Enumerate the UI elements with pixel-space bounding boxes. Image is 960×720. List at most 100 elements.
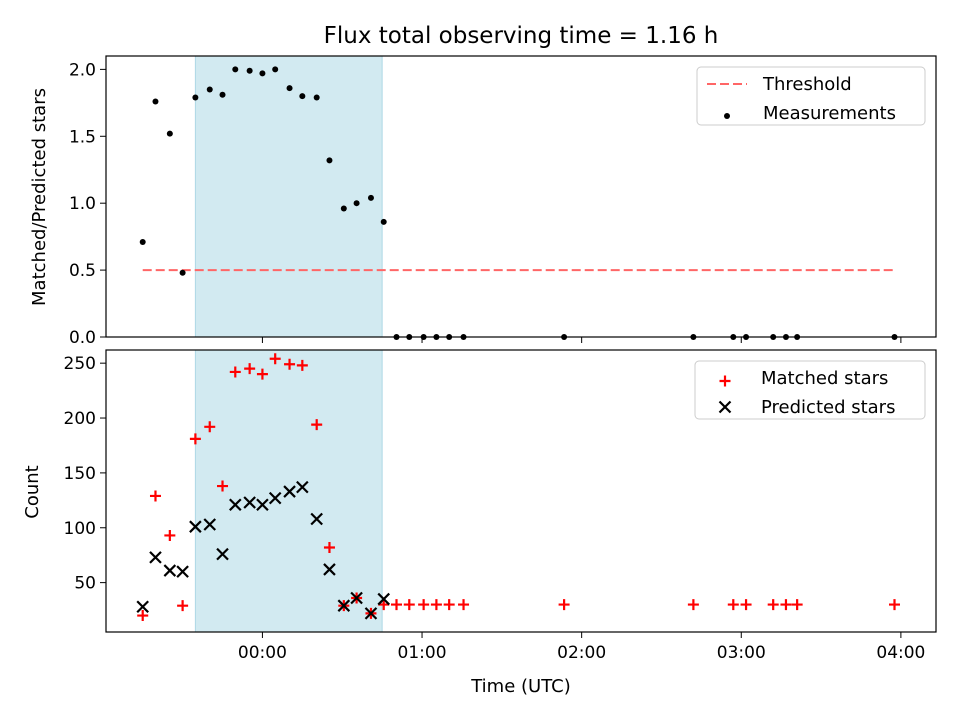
- predicted-star-point: [364, 607, 378, 620]
- measurement-point: [152, 98, 159, 105]
- legend-label: Threshold: [762, 74, 852, 95]
- predicted-star-point: [268, 491, 282, 505]
- matched-star-point: [149, 490, 161, 502]
- matched-star-point: [889, 599, 900, 611]
- legend-label: Matched stars: [761, 368, 888, 389]
- predicted-star-point: [323, 563, 336, 576]
- predicted-star-point: [163, 564, 177, 577]
- matched-star-point: [740, 599, 752, 611]
- predicted-star-point: [350, 591, 363, 605]
- predicted-star-point: [296, 480, 309, 494]
- matched-star-point: [378, 599, 390, 611]
- matched-star-point: [403, 599, 415, 611]
- matched-star-point: [558, 599, 570, 611]
- measurement-point: [326, 157, 333, 164]
- matched-star-point: [430, 599, 442, 611]
- axes-frame: [105, 349, 937, 633]
- chart-title: Flux total observing time = 1.16 h: [324, 23, 719, 49]
- measurement-point: [380, 218, 387, 225]
- y-tick-label: 250: [64, 354, 96, 374]
- top-y-axis-label: Matched/Predicted stars: [29, 88, 50, 306]
- matched-star-point: [269, 353, 281, 365]
- measurement-point: [179, 269, 186, 276]
- x-tick-label: 00:00: [238, 643, 287, 663]
- y-tick-label: 0.5: [69, 261, 96, 281]
- measurement-point: [166, 130, 173, 137]
- y-tick-label: 50: [74, 574, 96, 594]
- legend: Threshold Measurements: [696, 66, 926, 126]
- legend-measurement-swatch: [724, 113, 730, 119]
- x-tick-label: 03:00: [717, 643, 766, 663]
- measurement-point: [353, 200, 360, 207]
- predicted-star-point: [310, 512, 323, 526]
- predicted-star-point: [136, 600, 149, 614]
- predicted-star-point: [377, 592, 391, 606]
- predicted-star-point: [229, 498, 242, 511]
- top-panel-ratio: 0.0 0.5 1.0 1.5 2.0 Threshold Measurements: [69, 55, 937, 348]
- measurement-point: [367, 194, 374, 201]
- y-tick-label: 200: [64, 409, 96, 429]
- measurement-point: [340, 205, 347, 212]
- measurement-point: [206, 86, 213, 93]
- y-tick-label: 150: [64, 464, 96, 484]
- matched-star-point: [229, 366, 241, 378]
- predicted-star-point: [216, 547, 229, 561]
- matched-star-point: [443, 599, 455, 611]
- measurement-point: [219, 91, 226, 98]
- matched-star-point: [189, 433, 201, 445]
- legend-box: [694, 360, 926, 420]
- matched-star-point: [217, 480, 229, 492]
- y-tick-label: 2.0: [69, 60, 96, 80]
- predicted-star-point: [243, 496, 256, 509]
- predicted-star-point: [189, 520, 202, 533]
- legend: Matched stars Predicted stars: [694, 360, 926, 420]
- matched-star-point: [391, 599, 402, 611]
- x-tick-label: 02:00: [557, 643, 606, 663]
- y-tick-label: 100: [64, 519, 96, 539]
- matched-star-point: [311, 419, 323, 431]
- matched-star-point: [204, 421, 216, 433]
- y-tick-label: 1.5: [69, 127, 96, 147]
- matched-star-point: [296, 359, 308, 371]
- bottom-y-axis-label: Count: [22, 465, 43, 518]
- legend-matched-swatch: [719, 375, 731, 387]
- legend-label: Predicted stars: [761, 397, 895, 418]
- predicted-star-point: [337, 599, 351, 612]
- y-tick-label: 0.0: [69, 328, 96, 348]
- x-axis-label: Time (UTC): [470, 676, 571, 697]
- x-tick-label: 04:00: [876, 643, 925, 663]
- matched-star-point: [323, 542, 335, 554]
- matched-star-point: [791, 599, 803, 611]
- predicted-star-point: [283, 485, 296, 498]
- axes-frame: [105, 55, 937, 338]
- matched-star-point: [687, 599, 699, 611]
- matched-star-point: [458, 599, 470, 611]
- measurement-point: [192, 94, 199, 101]
- predicted-star-point: [256, 498, 269, 511]
- matched-star-point: [418, 599, 430, 611]
- bottom-panel-counts: 50 100 150 200 250 00:00 01:00 02:00 03:00 04:00 M…: [64, 349, 937, 663]
- matched-star-point: [284, 358, 296, 370]
- observing-span: [194, 55, 383, 338]
- y-tick-label: 1.0: [69, 194, 96, 214]
- measurement-point: [246, 67, 253, 74]
- matched-star-point: [244, 363, 256, 375]
- measurement-point: [272, 66, 279, 73]
- x-tick-label: 01:00: [398, 643, 447, 663]
- measurement-point: [139, 238, 146, 245]
- legend-label: Measurements: [763, 103, 896, 124]
- predicted-star-point: [203, 518, 217, 531]
- legend-box: [696, 66, 926, 126]
- predicted-star-point: [176, 565, 189, 578]
- predicted-star-point: [149, 551, 162, 564]
- matched-star-point: [727, 599, 739, 611]
- measurement-point: [259, 70, 266, 77]
- measurement-point: [286, 85, 293, 92]
- matched-star-point: [164, 529, 176, 541]
- matched-star-point: [177, 600, 189, 612]
- measurement-point: [313, 94, 320, 101]
- measurement-point: [299, 93, 306, 100]
- matched-star-point: [780, 599, 792, 611]
- matched-star-point: [767, 599, 779, 611]
